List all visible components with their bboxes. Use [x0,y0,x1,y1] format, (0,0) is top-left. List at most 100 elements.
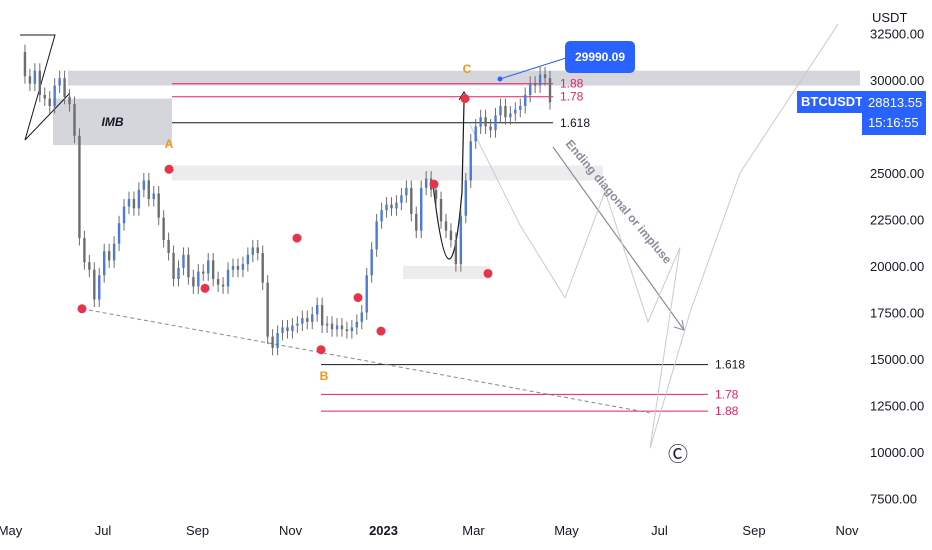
candle-body [469,141,472,181]
candle-body [226,269,230,287]
candle-body [355,321,359,328]
projection-layer [469,23,839,449]
candle-body [107,251,111,261]
candle-body [370,249,373,276]
candle-body [157,193,160,218]
x-tick-label: Jul [651,523,668,538]
x-tick-label: Sep [186,523,209,538]
callout-connector [499,57,567,80]
candle-body [23,52,27,77]
fib-label-upper: 1.78 [560,90,584,104]
fib-label-lower: 1.88 [715,404,739,418]
candle-body [509,113,512,118]
mid-zone [172,165,603,181]
y-tick-label: 10000.00 [870,445,924,460]
swing-points-layer [77,94,493,355]
candle-body [167,239,170,253]
candle-body [311,314,314,322]
zone-layer: IMB [53,70,860,280]
candle-body [360,312,363,322]
candle-body [434,189,438,200]
annotation-text: Ending diagonal or impluse [563,137,675,267]
candle-body [28,76,32,84]
candle-body [98,275,101,300]
candle-body [479,117,482,127]
wave-labels-layer: A B C [165,62,472,383]
dashed-trendline [81,308,651,414]
candle-body [330,323,334,330]
candle-body [543,74,547,79]
candle-body [489,126,492,131]
candle-body [88,262,91,270]
x-tick-label: May [0,523,23,538]
candle-body [236,266,240,270]
resistance-zone [68,70,860,86]
x-tick-label: Sep [742,523,765,538]
candle-body [538,74,542,86]
candle-body [405,187,408,196]
candle-body [271,336,274,348]
candle-body [38,70,42,95]
wave-label: B [320,369,329,383]
candle-body [207,260,210,274]
candle-body [261,252,264,283]
candle-body [439,199,443,222]
callout-dot [497,76,503,82]
candle-body [395,202,398,209]
candle-body [187,254,190,278]
candle-body [514,109,517,114]
candle-body [246,254,250,265]
symbol-tag[interactable]: BTCUSDT [797,91,869,113]
candle-body [335,325,339,330]
candle-body [320,305,324,326]
candle-body [122,206,126,224]
candle-body [192,277,195,287]
candle-body [291,325,294,332]
candle-body [484,117,487,127]
candle-body [266,282,269,337]
candle-body [197,271,200,287]
candle-body [48,98,51,107]
y-tick-label: 20000.00 [870,259,924,274]
swing-point [200,283,210,293]
candle-body [375,221,378,250]
candle-body [340,325,344,330]
candle-body [306,318,309,322]
candle-body [117,223,121,244]
x-tick-label: Mar [462,523,485,538]
y-tick-label: 22500.00 [870,213,924,228]
swing-point [77,304,87,314]
candle-body [494,115,497,131]
candle-body [112,243,116,261]
candle-body [390,204,393,209]
candle-body [424,178,428,188]
candle-body [177,267,180,280]
last-price: 28813.55 [868,95,923,110]
projection-path [469,23,839,449]
candle-body [221,284,225,287]
y-tick-label: 17500.00 [870,306,924,321]
fib-label-upper: 1.618 [560,116,590,130]
candle-body [202,271,205,274]
candle-body [400,195,403,203]
imb-label: IMB [102,115,124,129]
candle-body [444,221,448,231]
candle-body [325,323,329,326]
candle-body [83,238,86,263]
candle-body [548,78,552,103]
candle-body [420,187,423,231]
candle-body [519,106,522,110]
candle-body [182,254,185,268]
candle-body [78,135,81,239]
candle-body [449,230,453,240]
x-tick-label: May [554,523,579,538]
candle-body [33,70,37,84]
candle-body [474,126,477,142]
swing-point [164,164,174,174]
candle-body [385,204,388,211]
candle-body [499,106,502,116]
last-price-box[interactable]: 28813.55 15:16:55 [862,91,926,135]
candle-body [301,318,304,324]
candle-body [142,180,146,190]
